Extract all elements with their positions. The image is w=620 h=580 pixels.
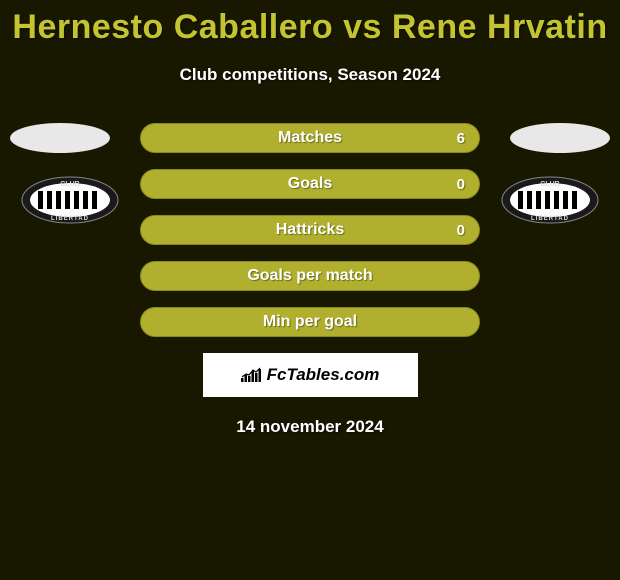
stat-row: Matches 6 [140, 123, 480, 153]
stat-label: Hattricks [276, 221, 344, 239]
stat-row: Goals per match [140, 261, 480, 291]
comparison-content: CLUB LIBERTAD CLUB LIBERTAD [0, 123, 620, 437]
chart-icon [241, 366, 263, 384]
branding-box[interactable]: FcTables.com [203, 353, 418, 397]
stat-row: Min per goal [140, 307, 480, 337]
stats-table: Matches 6 Goals 0 Hattricks 0 Goals per … [140, 123, 480, 337]
svg-text:LIBERTAD: LIBERTAD [531, 216, 569, 222]
player-avatar-right [510, 123, 610, 153]
stat-value: 0 [457, 222, 465, 239]
stat-label: Min per goal [263, 313, 357, 331]
player-avatar-left [10, 123, 110, 153]
svg-text:CLUB: CLUB [60, 181, 79, 188]
page-title: Hernesto Caballero vs Rene Hrvatin [0, 0, 620, 47]
svg-text:CLUB: CLUB [540, 181, 559, 188]
stat-row: Hattricks 0 [140, 215, 480, 245]
stat-value: 6 [457, 130, 465, 147]
stat-label: Goals per match [247, 267, 372, 285]
page-subtitle: Club competitions, Season 2024 [0, 65, 620, 85]
stat-row: Goals 0 [140, 169, 480, 199]
date-label: 14 november 2024 [0, 417, 620, 437]
club-badge-left: CLUB LIBERTAD [20, 175, 120, 225]
stat-label: Goals [288, 175, 332, 193]
branding-text: FcTables.com [267, 365, 380, 385]
stat-label: Matches [278, 129, 342, 147]
club-badge-right: CLUB LIBERTAD [500, 175, 600, 225]
svg-text:LIBERTAD: LIBERTAD [51, 216, 89, 222]
stat-value: 0 [457, 176, 465, 193]
